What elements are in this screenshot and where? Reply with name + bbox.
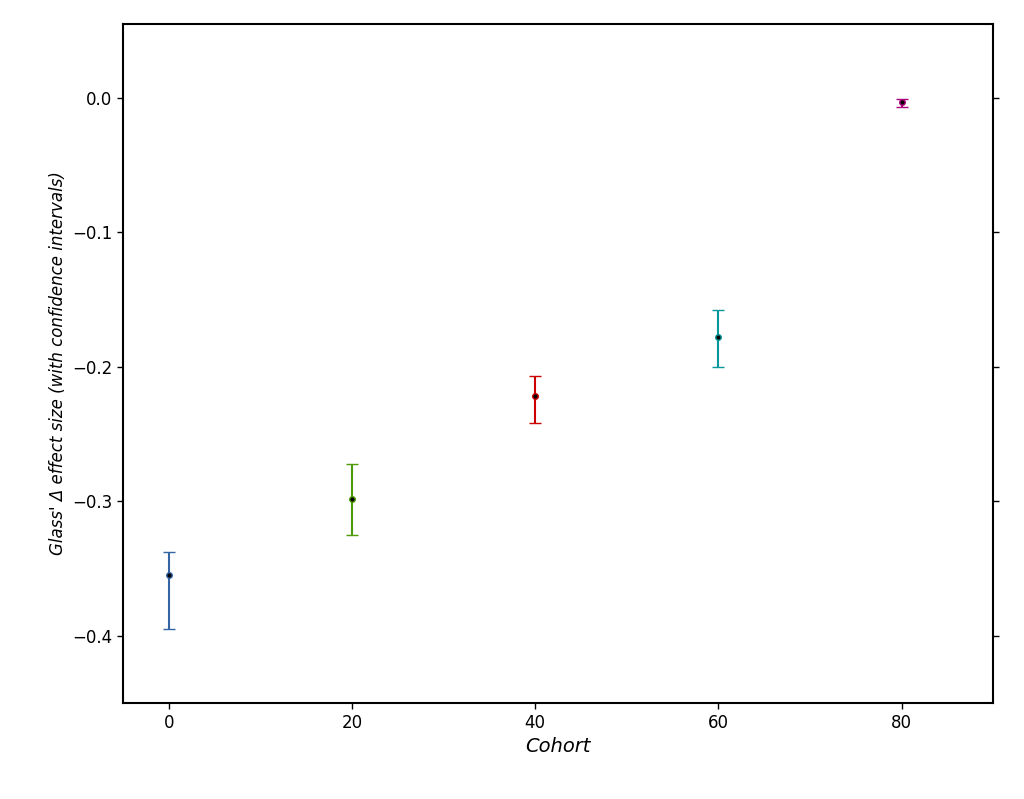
X-axis label: Cohort: Cohort bbox=[525, 737, 591, 756]
Y-axis label: Glass' Δ effect size (with confidence intervals): Glass' Δ effect size (with confidence in… bbox=[49, 172, 67, 555]
